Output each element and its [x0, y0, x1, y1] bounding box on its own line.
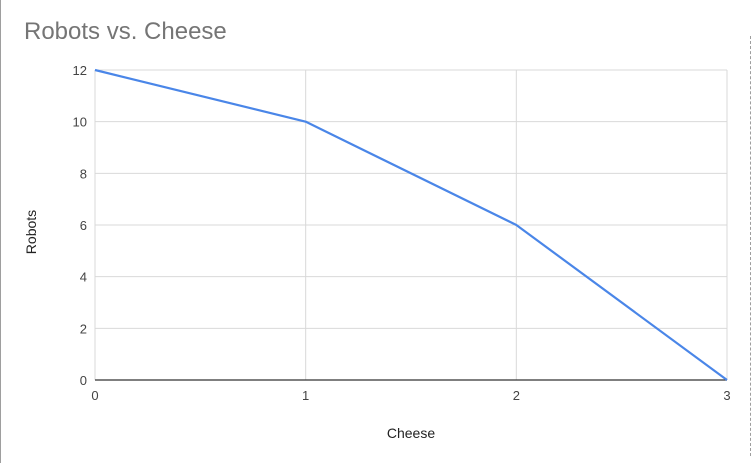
- x-tick-label: 3: [723, 388, 730, 403]
- y-tick-label: 10: [73, 115, 87, 130]
- y-tick-label: 6: [80, 218, 87, 233]
- series-line: [94, 68, 728, 381]
- y-tick-label: 12: [73, 63, 87, 78]
- grid-lines: [95, 69, 728, 380]
- x-tick-label: 1: [302, 388, 309, 403]
- x-tick-label: 2: [513, 388, 520, 403]
- series-layer: [94, 68, 728, 381]
- x-tick-label: 0: [91, 388, 98, 403]
- y-axis-title: Robots: [23, 210, 39, 254]
- chart-title: Robots vs. Cheese: [24, 18, 227, 45]
- right-border: [749, 36, 751, 456]
- x-axis-title: Cheese: [387, 425, 435, 441]
- left-border: [0, 0, 1, 463]
- y-tick-label: 0: [80, 373, 87, 388]
- y-tick-label: 4: [80, 270, 87, 285]
- axes: [94, 70, 727, 381]
- y-tick-label: 8: [80, 166, 87, 181]
- y-tick-label: 2: [80, 321, 87, 336]
